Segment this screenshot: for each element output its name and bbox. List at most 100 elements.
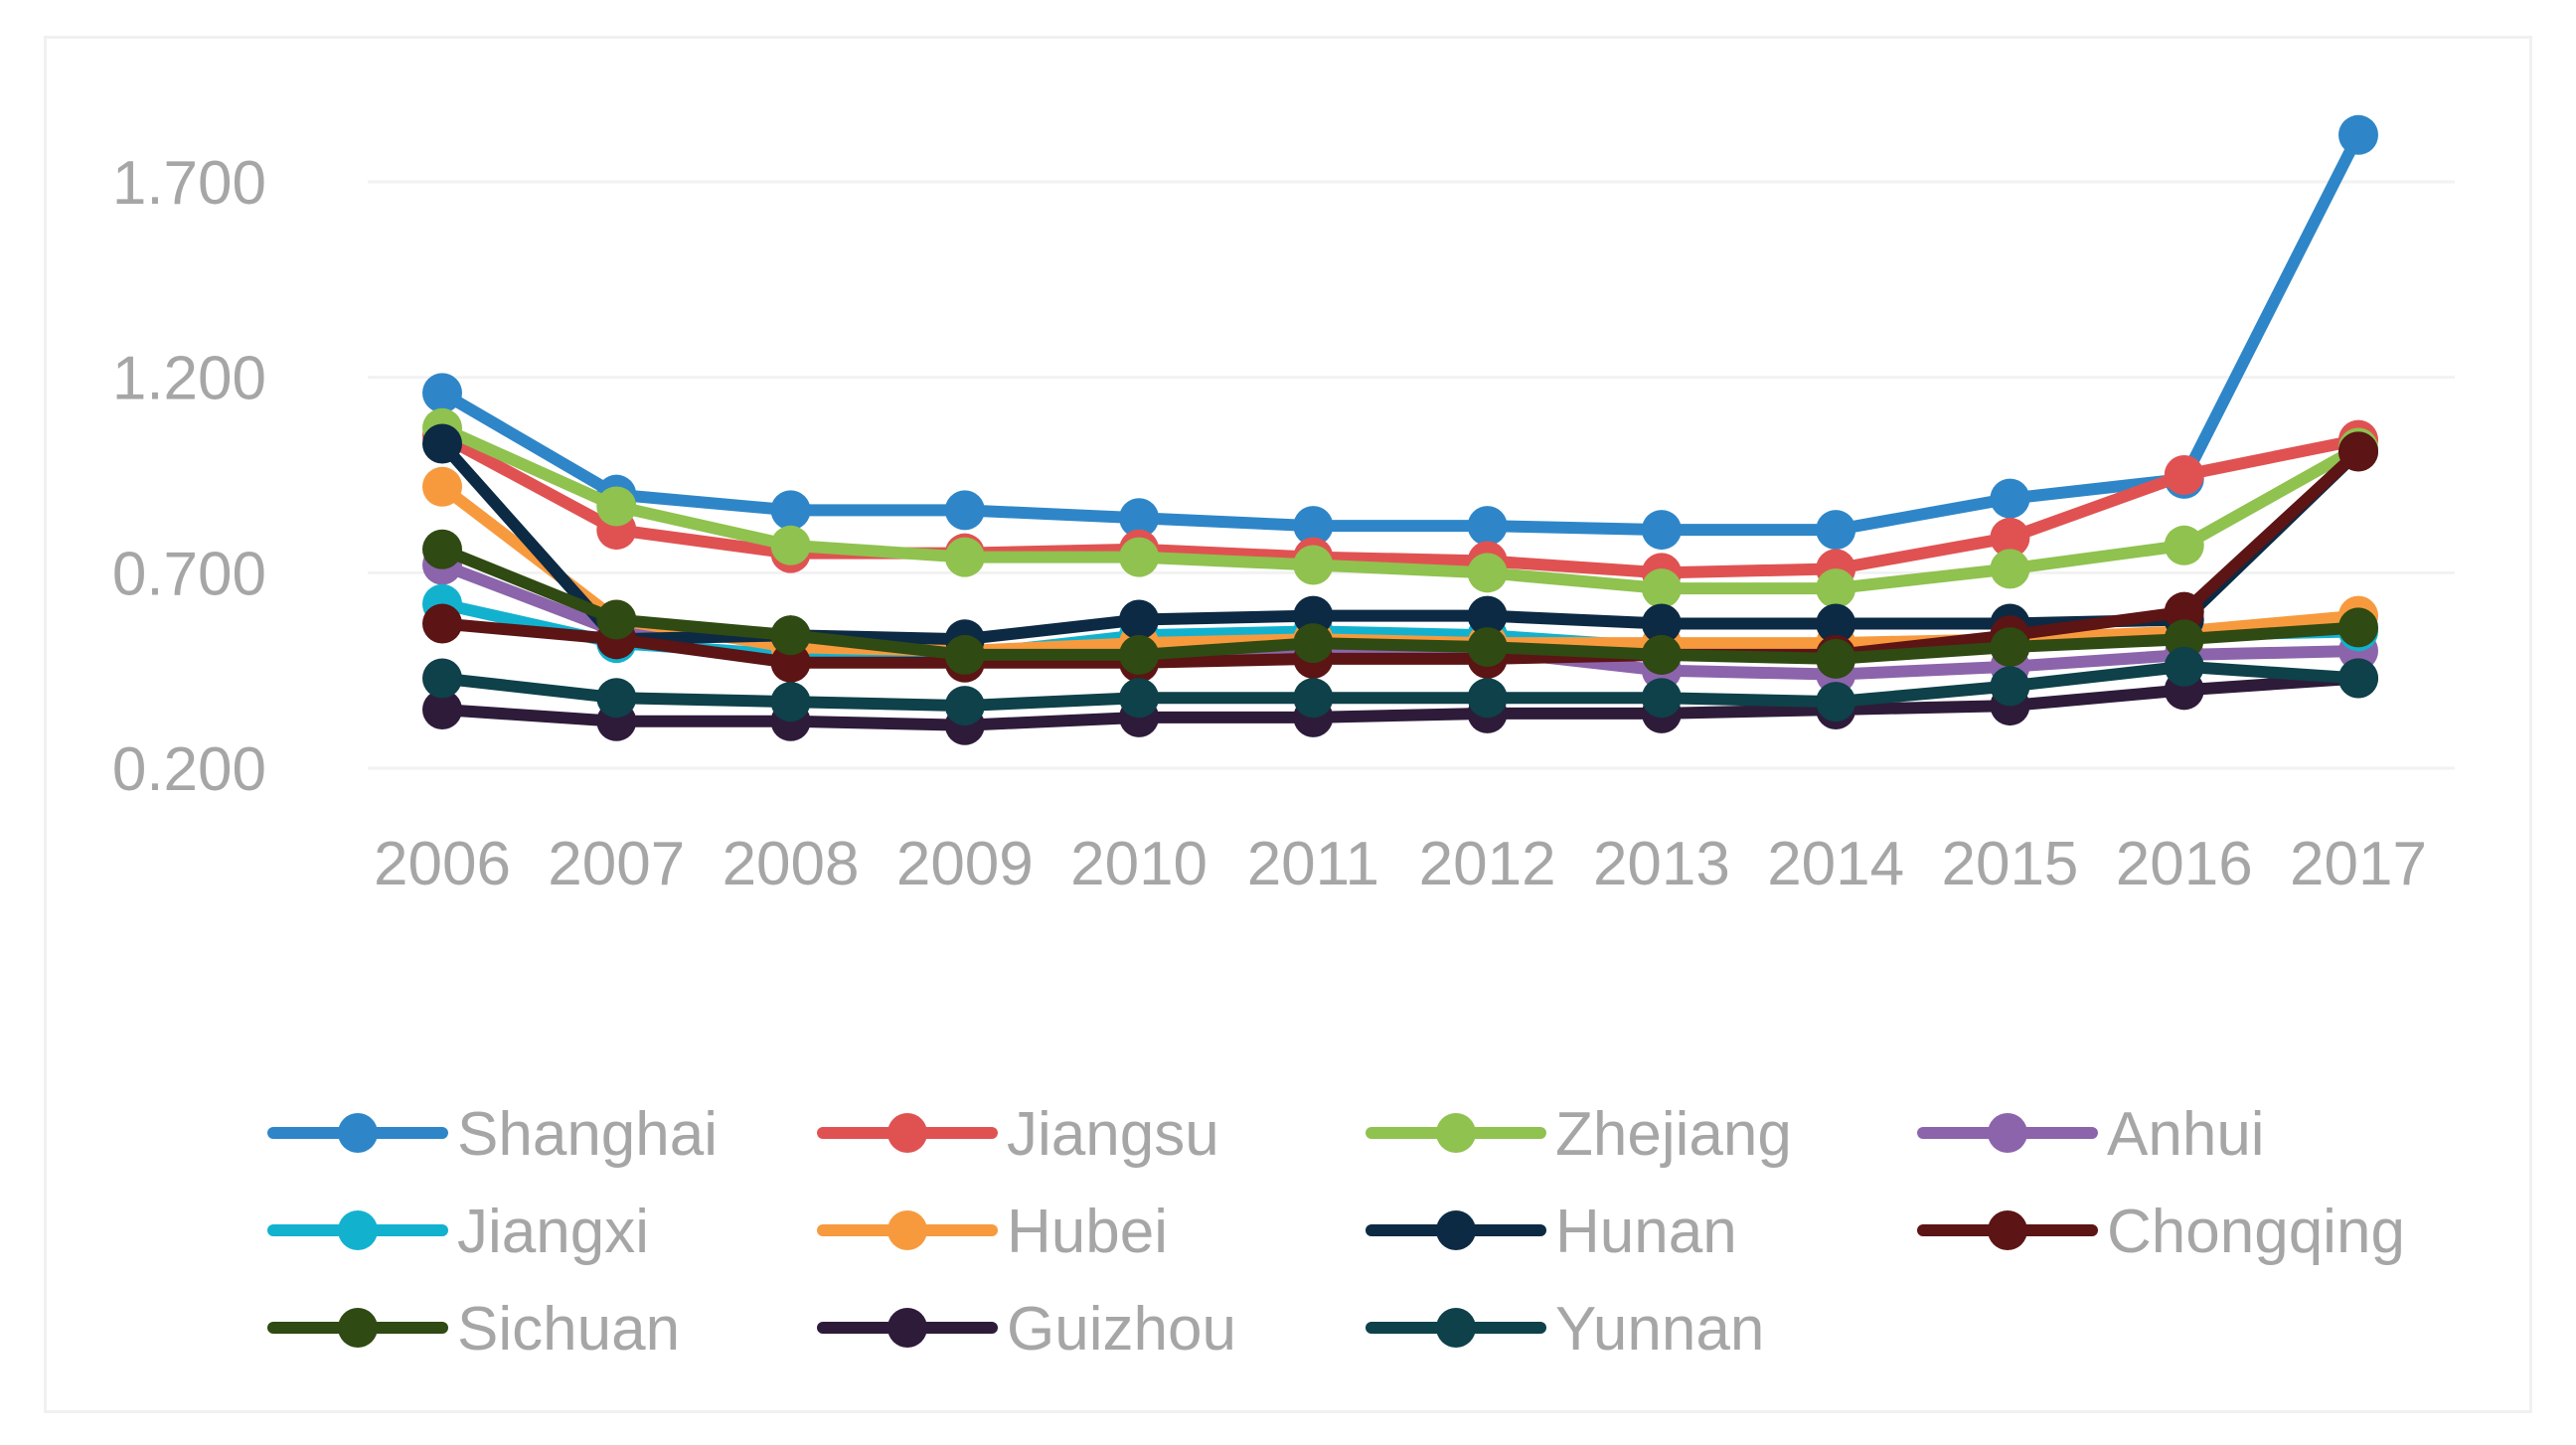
data-point [1816,568,1856,609]
data-point [596,486,637,527]
legend-item-sichuan: Sichuan [267,1295,680,1364]
legend-label: Guizhou [1007,1295,1236,1364]
legend-label: Shanghai [457,1100,718,1169]
x-axis-ticks: 2006 2007 2008 2009 2010 2011 2012 2013 2014 2015… [374,830,2427,898]
legend-swatch-marker [1988,1210,2027,1250]
data-point [2338,431,2378,472]
data-point [1293,506,1334,547]
series-shanghai [422,114,2378,551]
data-point [1467,678,1508,719]
legend-label: Sichuan [457,1295,680,1364]
data-point [1990,627,2030,668]
data-point [596,678,637,719]
chart-frame [44,36,2532,1413]
legend-swatch-marker [338,1113,378,1153]
data-point [1641,568,1682,609]
data-point [2338,607,2378,648]
data-point [770,642,811,683]
data-point [1467,553,1508,593]
legend-swatch-marker [338,1308,378,1348]
legend-swatch-marker [887,1113,927,1153]
series-line [436,421,2364,595]
data-point [1641,510,1682,551]
legend-label: Hunan [1555,1198,1737,1266]
data-point [1119,599,1160,640]
data-point [1641,634,1682,675]
y-tick-label: 1.700 [112,149,266,218]
data-point [1990,549,2030,589]
series-line [436,445,2364,669]
legend-item-jiangsu: Jiangsu [817,1100,1219,1169]
data-point [422,373,462,413]
data-point [422,603,462,644]
data-point [1293,545,1334,585]
data-point [770,615,811,656]
data-point [422,690,462,729]
x-tick-label: 2017 [2290,830,2427,898]
y-tick-label: 0.200 [112,735,266,804]
legend-label: Zhejiang [1555,1100,1792,1169]
data-point [1293,595,1334,636]
legend-item-shanghai: Shanghai [267,1100,718,1169]
data-point [944,537,985,577]
data-point [1641,678,1682,719]
data-point [1467,595,1508,636]
data-point [1816,510,1856,551]
data-point [770,490,811,531]
legend-swatch-marker [887,1210,927,1250]
legend-label: Anhui [2107,1100,2265,1169]
data-point [770,682,811,722]
data-point [596,599,637,640]
data-point [1990,666,2030,707]
series-sichuan [422,529,2378,679]
data-point [2164,525,2204,565]
legend-item-zhejiang: Zhejiang [1366,1100,1792,1169]
legend-swatch-marker [1436,1308,1476,1348]
data-point [1990,478,2030,519]
legend-swatch-marker [338,1210,378,1250]
legend-item-hunan: Hunan [1366,1198,1737,1266]
series-lines [422,114,2378,745]
series-line [436,429,2364,579]
x-tick-label: 2012 [1419,830,1556,898]
data-point [944,490,985,531]
legend-item-yunnan: Yunnan [1366,1295,1764,1364]
data-point [2164,591,2204,632]
x-tick-label: 2011 [1247,830,1379,898]
y-tick-label: 1.200 [112,345,266,413]
data-point [1119,678,1160,719]
x-tick-label: 2015 [1941,830,2078,898]
data-point [770,525,811,565]
legend-label: Jiangxi [457,1198,649,1266]
series-zhejiang [422,407,2378,609]
x-tick-label: 2010 [1070,830,1208,898]
x-tick-label: 2014 [1767,830,1904,898]
legend-swatch-marker [1988,1113,2027,1153]
data-point [1467,506,1508,547]
data-point [422,423,462,464]
data-point [1990,517,2030,558]
data-point [1119,537,1160,577]
data-point [1119,498,1160,539]
data-point [2164,455,2204,495]
series-line [436,660,2364,713]
legend-label: Chongqing [2107,1198,2405,1266]
data-point [944,686,985,726]
data-point [422,466,462,507]
data-point [2338,658,2378,699]
legend-item-anhui: Anhui [1917,1100,2265,1169]
data-point [1816,638,1856,679]
legend-label: Yunnan [1555,1295,1764,1364]
x-tick-label: 2006 [374,830,511,898]
legend-swatch-marker [1436,1113,1476,1153]
series-line [436,543,2364,665]
x-tick-label: 2007 [548,830,685,898]
y-tick-label: 0.700 [112,540,266,608]
legend-label: Jiangsu [1007,1100,1219,1169]
legend-label: Hubei [1007,1198,1168,1266]
data-point [1293,623,1334,664]
grid-lines [368,180,2455,770]
legend-swatch-marker [887,1308,927,1348]
series-line [436,128,2364,537]
